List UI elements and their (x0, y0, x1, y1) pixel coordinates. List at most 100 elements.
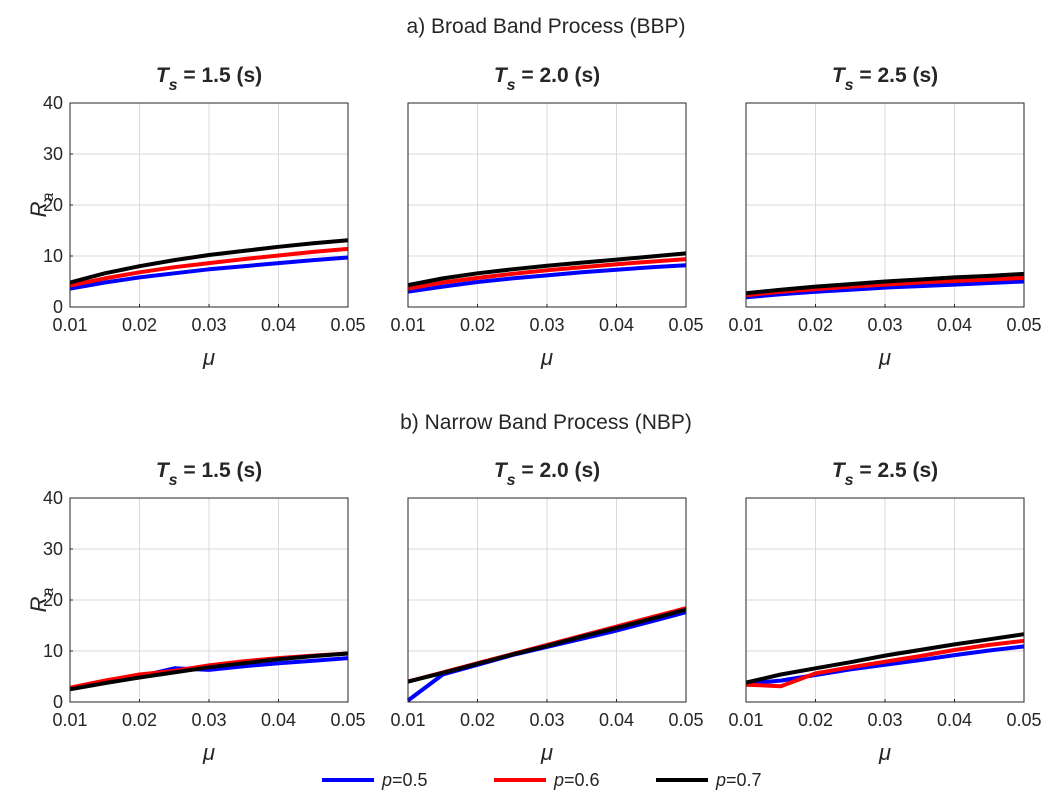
y-axis-label: Ra (26, 588, 57, 613)
panel-title-rest: = 1.5 (s) (178, 459, 263, 482)
x-tick-label: 0.03 (867, 710, 902, 730)
panel-title-rest: = 2.5 (s) (854, 64, 939, 87)
panel-title-var: T (832, 64, 847, 87)
series-line-p-0.6 (407, 257, 687, 291)
x-tick-label: 0.04 (261, 315, 296, 335)
x-tick-label: 0.01 (390, 710, 425, 730)
y-tick-label: 20 (43, 590, 63, 610)
y-axis-label-sub: a (40, 588, 57, 597)
x-tick-label: 0.03 (529, 710, 564, 730)
x-axis-label: μ (202, 740, 215, 765)
x-tick-label: 0.05 (330, 710, 365, 730)
x-tick-label: 0.02 (460, 315, 495, 335)
panel-title-sub: s (169, 472, 178, 489)
panel-title: Ts = 1.5 (s) (156, 64, 262, 94)
x-tick-label: 0.05 (668, 710, 703, 730)
series-line-p-0.5 (407, 263, 687, 294)
y-axis-label-main: R (26, 201, 51, 217)
y-tick-label: 40 (43, 93, 63, 113)
panel-title-sub: s (507, 472, 516, 489)
legend-label: p=0.7 (715, 770, 762, 790)
x-axis-label: μ (202, 345, 215, 370)
y-axis-label: Ra (26, 193, 57, 218)
panel-title: Ts = 2.5 (s) (832, 64, 938, 94)
panel-title-rest: = 2.5 (s) (854, 459, 939, 482)
x-tick-label: 0.04 (261, 710, 296, 730)
panel-title-var: T (156, 459, 171, 482)
panel-title-rest: = 1.5 (s) (178, 64, 263, 87)
y-tick-label: 10 (43, 246, 63, 266)
legend-label: p=0.5 (381, 770, 428, 790)
x-axis-label: μ (540, 345, 553, 370)
x-axis-label: μ (878, 345, 891, 370)
x-tick-label: 0.03 (191, 710, 226, 730)
x-tick-label: 0.02 (798, 315, 833, 335)
panel-title: Ts = 2.5 (s) (832, 459, 938, 489)
x-tick-label: 0.01 (52, 315, 87, 335)
series-line-p-0.5 (69, 255, 349, 291)
x-tick-label: 0.04 (599, 710, 634, 730)
panel-4: 0.01 0.02 0.03 0.04 0.05 0 10 20 30 40 Ts = 1.5 (s… (26, 459, 366, 765)
y-tick-label: 0 (53, 297, 63, 317)
legend-item-p-0.5: p=0.5 (322, 770, 428, 790)
panel-title-sub: s (507, 77, 516, 94)
x-tick-label: 0.02 (122, 315, 157, 335)
panel-title-sub: s (845, 77, 854, 94)
legend-label-var: p (381, 770, 392, 790)
legend-item-p-0.7: p=0.7 (656, 770, 762, 790)
series-line-p-0.7 (745, 271, 1025, 296)
y-tick-label: 30 (43, 539, 63, 559)
panel-title-var: T (156, 64, 171, 87)
series-line-p-0.7 (745, 632, 1025, 685)
panel-title-var: T (832, 459, 847, 482)
legend-label-var: p (715, 770, 726, 790)
legend: p=0.5 p=0.6 p=0.7 (322, 770, 762, 790)
legend-label: p=0.6 (553, 770, 600, 790)
x-tick-label: 0.02 (460, 710, 495, 730)
x-tick-label: 0.02 (798, 710, 833, 730)
legend-label-rest: =0.7 (726, 770, 762, 790)
panel-title: Ts = 2.0 (s) (494, 64, 600, 94)
x-tick-label: 0.04 (937, 315, 972, 335)
y-tick-label: 40 (43, 488, 63, 508)
panel-title-sub: s (845, 472, 854, 489)
panels: 0.01 0.02 0.03 0.04 0.05 0 10 20 30 40 Ts = 1.5 (s… (26, 64, 1042, 765)
x-tick-label: 0.02 (122, 710, 157, 730)
x-tick-label: 0.05 (1006, 710, 1041, 730)
grid (746, 103, 1024, 307)
x-tick-label: 0.05 (1006, 315, 1041, 335)
panel-3: 0.01 0.02 0.03 0.04 0.05 Ts = 2.5 (s) μ (728, 64, 1041, 370)
series-line-p-0.7 (407, 251, 687, 288)
x-tick-label: 0.04 (937, 710, 972, 730)
y-axis-label-main: R (26, 596, 51, 612)
x-tick-label: 0.01 (390, 315, 425, 335)
section-title-b: b) Narrow Band Process (NBP) (400, 411, 692, 434)
panel-2: 0.01 0.02 0.03 0.04 0.05 Ts = 2.0 (s) μ (390, 64, 703, 370)
panel-title-var: T (494, 64, 509, 87)
grid (408, 498, 686, 702)
x-axis-label: μ (878, 740, 891, 765)
series-line-p-0.6 (69, 246, 349, 288)
panel-1: 0.01 0.02 0.03 0.04 0.05 0 10 20 30 40 Ts = 1.5 (s… (26, 64, 366, 370)
y-tick-label: 30 (43, 144, 63, 164)
x-tick-label: 0.03 (529, 315, 564, 335)
series-line-p-0.5 (745, 644, 1025, 686)
y-tick-label: 0 (53, 692, 63, 712)
y-tick-label: 10 (43, 641, 63, 661)
grid (70, 103, 348, 307)
panel-title: Ts = 2.0 (s) (494, 459, 600, 489)
x-tick-label: 0.05 (668, 315, 703, 335)
x-tick-label: 0.05 (330, 315, 365, 335)
legend-item-p-0.6: p=0.6 (494, 770, 600, 790)
x-tick-label: 0.03 (867, 315, 902, 335)
series-line-p-0.7 (407, 607, 687, 684)
series-line-p-0.6 (745, 275, 1025, 298)
x-tick-label: 0.01 (52, 710, 87, 730)
panel-title-rest: = 2.0 (s) (516, 64, 601, 87)
series-line-p-0.6 (745, 638, 1025, 689)
x-tick-label: 0.01 (728, 315, 763, 335)
panel-title: Ts = 1.5 (s) (156, 459, 262, 489)
panel-5: 0.01 0.02 0.03 0.04 0.05 Ts = 2.0 (s) μ (390, 459, 703, 765)
x-tick-label: 0.03 (191, 315, 226, 335)
